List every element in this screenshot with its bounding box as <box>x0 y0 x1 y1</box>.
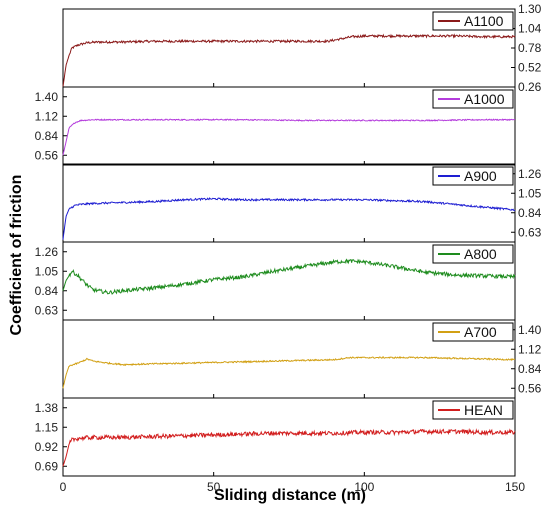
y-tick-label-a1000: 1.12 <box>35 109 59 123</box>
y-tick-label-a800: 0.63 <box>35 303 59 317</box>
x-tick-label: 150 <box>505 480 525 494</box>
series-line-a900 <box>62 197 516 240</box>
y-tick-label-hean: 1.38 <box>35 401 59 415</box>
y-tick-label-a800: 0.84 <box>35 284 59 298</box>
y-tick-label-a800: 1.26 <box>35 245 59 259</box>
legend-box-a800 <box>432 244 514 264</box>
y-tick-label-a700: 0.56 <box>518 381 542 395</box>
y-tick-label-a900: 0.63 <box>518 225 542 239</box>
series-line-a800 <box>62 258 516 295</box>
y-tick-label-a1000: 0.56 <box>35 148 59 162</box>
y-tick-label-a900: 1.05 <box>518 186 542 200</box>
y-tick-label-a1000: 1.40 <box>35 90 59 104</box>
y-tick-label-a1100: 0.78 <box>518 41 542 55</box>
y-tick-label-a700: 0.84 <box>518 362 542 376</box>
legend-label-a900: A900 <box>464 168 497 184</box>
legend-box-a900 <box>432 166 514 186</box>
y-tick-label-hean: 0.69 <box>35 459 59 473</box>
y-tick-label-a1100: 0.26 <box>518 80 542 94</box>
x-tick-label: 0 <box>60 480 67 494</box>
y-tick-label-a700: 1.12 <box>518 342 542 356</box>
panel-frame-a1000 <box>62 86 516 166</box>
series-line-a700 <box>62 356 515 389</box>
legend-label-a700: A700 <box>464 324 497 340</box>
y-tick-label-hean: 0.92 <box>35 440 59 454</box>
y-tick-label-a900: 1.26 <box>518 167 542 181</box>
x-tick-label: 100 <box>354 480 374 494</box>
x-axis-title: Sliding distance (m) <box>214 487 366 504</box>
series-line-a1100 <box>62 33 516 88</box>
legend-box-hean <box>432 400 514 420</box>
series-line-a1000 <box>62 118 516 156</box>
y-tick-label-a1100: 1.04 <box>518 22 542 36</box>
y-axis-title: Coefficient of friction <box>8 175 25 336</box>
y-tick-label-a1100: 1.30 <box>518 2 542 16</box>
legend-box-a700 <box>432 322 514 342</box>
y-tick-label-a900: 0.84 <box>518 206 542 220</box>
y-tick-label-a1100: 0.52 <box>518 61 542 75</box>
y-tick-label-a700: 1.40 <box>518 323 542 337</box>
legend-label-a1100: A1100 <box>464 13 504 29</box>
x-tick-label: 50 <box>207 480 221 494</box>
y-tick-label-a1000: 0.84 <box>35 129 59 143</box>
legend-label-a800: A800 <box>464 246 497 262</box>
series-line-hean <box>62 427 516 467</box>
panel-frame-hean <box>62 397 516 477</box>
legend-label-hean: HEAN <box>464 402 503 418</box>
legend-label-a1000: A1000 <box>464 91 505 107</box>
y-tick-label-a800: 1.05 <box>35 264 59 278</box>
legend-box-a1100 <box>432 11 514 31</box>
legend-box-a1000 <box>432 89 514 109</box>
y-tick-label-hean: 1.15 <box>35 420 59 434</box>
